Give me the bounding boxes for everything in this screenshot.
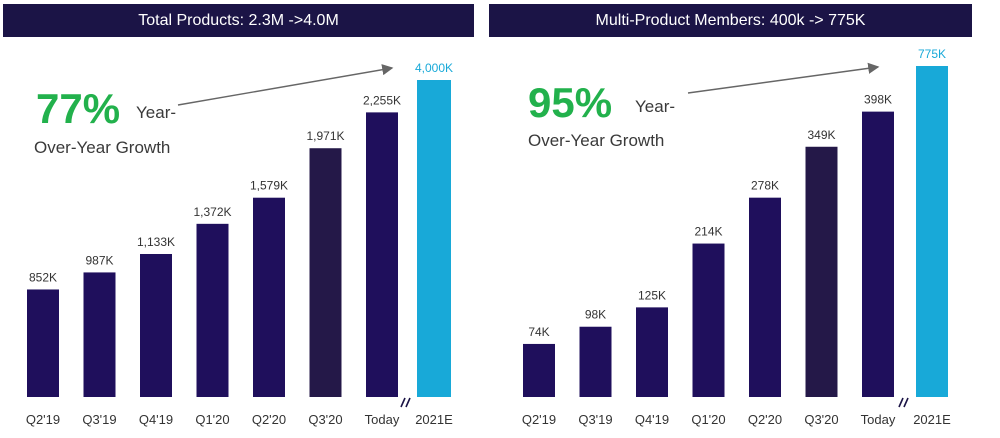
data-label: 1,372K	[193, 205, 231, 219]
bar-q220	[749, 197, 781, 397]
category-label: Q4'19	[139, 412, 173, 427]
data-label: 1,579K	[250, 179, 288, 193]
growth-arrow	[177, 64, 394, 106]
category-label: 2021E	[913, 412, 951, 427]
data-label: 125K	[638, 288, 666, 302]
bar-q220	[253, 197, 285, 397]
multi-product-members-chart: 74K Q2'19 98K Q3'19 125K Q4'19 214K Q1'20 278K Q2…	[522, 47, 951, 427]
category-label: Q2'19	[522, 412, 556, 427]
data-label: 214K	[694, 225, 722, 239]
footnote-fine-print	[8, 431, 988, 437]
bar-q120	[692, 243, 725, 397]
category-label: Q3'20	[308, 412, 342, 427]
data-label: 1,971K	[306, 129, 344, 143]
axis-break-icon	[898, 397, 909, 408]
growth-arrow	[687, 62, 880, 94]
multi-product-members-panel: Multi-Product Members: 400k -> 775K 74K Q…	[486, 0, 1000, 438]
axis-break-icon	[400, 397, 411, 408]
data-label: 987K	[85, 253, 113, 267]
data-label: 1,133K	[137, 235, 175, 249]
category-label: Q2'19	[26, 412, 60, 427]
data-label: 852K	[29, 270, 57, 284]
bar-q320	[805, 146, 838, 397]
multi-product-members-growth-percent: 95%	[528, 79, 613, 126]
bar-2021e	[417, 80, 451, 397]
data-label: 349K	[807, 128, 835, 142]
total-products-chart: 852K Q2'19 987K Q3'19 1,133K Q4'19 1,372K Q1'20…	[26, 61, 453, 427]
bar-q419	[140, 253, 172, 397]
bar-q419	[636, 307, 668, 397]
bar-today	[366, 112, 398, 397]
total-products-growth-description: Over-Year Growth	[34, 138, 171, 157]
data-label: 4,000K	[415, 61, 453, 75]
bar-2021e	[916, 66, 948, 397]
bar-q319	[83, 272, 116, 397]
bar-q320	[309, 148, 342, 397]
bar-q219	[523, 343, 555, 397]
category-label: Q1'20	[195, 412, 229, 427]
data-label: 775K	[918, 47, 946, 61]
total-products-panel: Total Products: 2.3M ->4.0M 852K Q2'19 987…	[0, 0, 480, 438]
data-label: 98K	[585, 308, 606, 322]
multi-product-members-header: Multi-Product Members: 400k -> 775K	[489, 4, 972, 37]
category-label: 2021E	[415, 412, 453, 427]
data-label: 74K	[528, 325, 549, 339]
category-label: Q2'20	[252, 412, 286, 427]
category-label: Today	[861, 412, 896, 427]
multi-product-members-growth-description: Over-Year Growth	[528, 131, 665, 150]
category-label: Q3'19	[82, 412, 116, 427]
category-label: Today	[365, 412, 400, 427]
category-label: Q1'20	[691, 412, 725, 427]
bar-q219	[27, 289, 59, 397]
bar-q319	[579, 326, 612, 397]
total-products-growth-word: Year-	[136, 103, 177, 122]
total-products-growth-percent: 77%	[36, 85, 121, 132]
data-label: 2,255K	[363, 93, 401, 107]
data-label: 278K	[751, 179, 779, 193]
data-label: 398K	[864, 93, 892, 107]
category-label: Q3'20	[804, 412, 838, 427]
category-label: Q3'19	[578, 412, 612, 427]
multi-product-members-growth-word: Year-	[635, 97, 676, 116]
total-products-header: Total Products: 2.3M ->4.0M	[3, 4, 474, 37]
category-label: Q2'20	[748, 412, 782, 427]
bar-today	[862, 111, 894, 397]
bar-q120	[196, 223, 229, 397]
category-label: Q4'19	[635, 412, 669, 427]
